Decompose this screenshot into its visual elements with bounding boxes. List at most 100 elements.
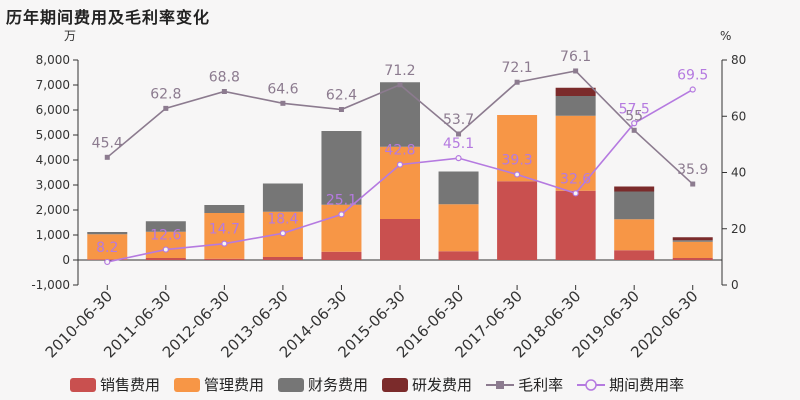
legend-item-sales[interactable]: 销售费用 — [70, 374, 160, 395]
bar-sales — [321, 251, 362, 260]
bar-admin — [87, 234, 128, 260]
legend-label-rd: 研发费用 — [412, 376, 473, 394]
lines — [104, 68, 696, 266]
gross-margin-label: 76.1 — [560, 49, 591, 65]
gross-margin-label: 68.8 — [209, 70, 240, 86]
legend-marker-expense-ratio — [577, 378, 606, 391]
expense-ratio-label: 32.6 — [560, 171, 591, 187]
left-tick-label: 3,000 — [36, 178, 70, 192]
bar-sales — [380, 219, 420, 260]
gross-margin-label: 72.1 — [502, 60, 533, 76]
gross-margin-label: 53.7 — [443, 112, 474, 128]
bar-rd — [555, 87, 596, 96]
gross-margin-label: 35.9 — [677, 162, 708, 178]
bar-finance — [672, 240, 713, 242]
gross-margin-label: 71.2 — [384, 63, 415, 79]
left-unit-label: 万 — [64, 29, 76, 43]
gross-margin-point — [631, 127, 637, 133]
bar-finance — [614, 191, 655, 220]
bars — [87, 82, 713, 260]
expense-ratio-label: 14.7 — [209, 222, 240, 238]
bar-sales — [497, 181, 538, 260]
legend-swatch-sales — [70, 377, 96, 392]
legend-label-sales: 销售费用 — [100, 376, 161, 394]
gross-margin-point — [280, 100, 286, 106]
legend: 销售费用 管理费用 财务费用 研发费用 毛利率 期间费用率 — [70, 374, 684, 395]
bar-admin — [204, 213, 245, 259]
right-unit-label: % — [720, 29, 731, 43]
left-tick-label: 4,000 — [36, 153, 70, 167]
left-tick-label: 0 — [62, 253, 70, 267]
gross-margin-point — [690, 181, 696, 187]
bar-finance — [555, 96, 596, 116]
expense-ratio-point — [104, 258, 111, 266]
expense-ratio-point — [338, 211, 345, 218]
legend-label-gross-margin: 毛利率 — [518, 376, 564, 394]
chart-title: 历年期间费用及毛利率变化 — [6, 8, 211, 27]
expense-ratio-point — [221, 240, 228, 247]
bar-sales — [614, 250, 655, 260]
legend-marker-gross-margin — [486, 380, 515, 389]
gross-margin-label: 62.8 — [150, 86, 181, 102]
gross-margin-point — [456, 131, 462, 137]
gross-margin-label: 45.4 — [92, 135, 123, 151]
legend-item-rd[interactable]: 研发费用 — [382, 374, 472, 395]
left-tick-label: 7,000 — [36, 78, 70, 92]
left-tick-label: 2,000 — [36, 203, 70, 217]
bar-finance — [380, 82, 420, 147]
bar-admin — [438, 204, 479, 252]
left-tick-label: 6,000 — [36, 103, 70, 117]
expense-ratio-point — [631, 120, 638, 127]
bar-finance — [321, 131, 362, 205]
legend-label-admin: 管理费用 — [204, 376, 265, 394]
bar-finance — [87, 232, 128, 235]
expense-ratio-point — [572, 190, 579, 197]
bar-admin — [614, 219, 655, 251]
gross-margin-point — [338, 107, 344, 112]
left-tick-label: 1,000 — [36, 228, 70, 242]
expense-ratio-label: 45.1 — [443, 136, 474, 152]
bar-sales — [438, 251, 479, 260]
bar-finance — [262, 183, 303, 212]
bar-rd — [672, 237, 713, 241]
bar-rd — [614, 186, 655, 192]
expense-ratio-point — [162, 246, 169, 253]
expense-ratio-label: 39.3 — [502, 152, 533, 168]
bar-finance — [204, 205, 245, 213]
right-tick-label: 40 — [731, 166, 746, 180]
point-labels: 45.4 62.8 68.8 64.6 62.4 71.2 53.7 72.1 76.1 55 35… — [92, 49, 709, 256]
bar-sales — [204, 258, 245, 260]
gross-margin-point — [514, 79, 520, 85]
expense-ratio-label: 12.6 — [150, 228, 181, 244]
bar-sales — [555, 190, 596, 260]
legend-swatch-admin — [174, 377, 201, 392]
bar-sales — [262, 257, 303, 260]
right-tick-label: 80 — [731, 53, 746, 67]
legend-swatch-finance — [278, 377, 305, 392]
expense-ratio-point — [396, 161, 404, 168]
gross-margin-label: 55 — [625, 108, 643, 124]
expense-ratio-point — [689, 86, 696, 93]
right-tick-label: 0 — [731, 278, 739, 292]
bar-sales — [145, 258, 186, 260]
expense-ratio-point — [513, 171, 521, 178]
bar-admin — [380, 146, 420, 219]
left-tick-label: -1,000 — [31, 278, 70, 292]
expense-ratio-label: 69.5 — [677, 68, 708, 84]
legend-item-gross-margin[interactable]: 毛利率 — [486, 374, 563, 395]
legend-item-finance[interactable]: 财务费用 — [278, 374, 368, 395]
gross-margin-point — [397, 82, 403, 88]
gross-margin-point — [104, 154, 110, 160]
legend-item-expense-ratio[interactable]: 期间费用率 — [577, 374, 684, 395]
expense-ratio-point — [455, 155, 462, 162]
legend-swatch-rd — [382, 377, 409, 392]
gross-margin-point — [163, 105, 169, 111]
right-tick-label: 60 — [731, 109, 746, 123]
expense-ratio-label: 18.4 — [267, 211, 298, 227]
left-tick-label: 5,000 — [36, 128, 70, 142]
gross-margin-label: 62.4 — [326, 88, 357, 104]
gross-margin-point — [221, 89, 227, 94]
legend-item-admin[interactable]: 管理费用 — [174, 374, 264, 395]
left-tick-label: 8,000 — [36, 53, 70, 67]
